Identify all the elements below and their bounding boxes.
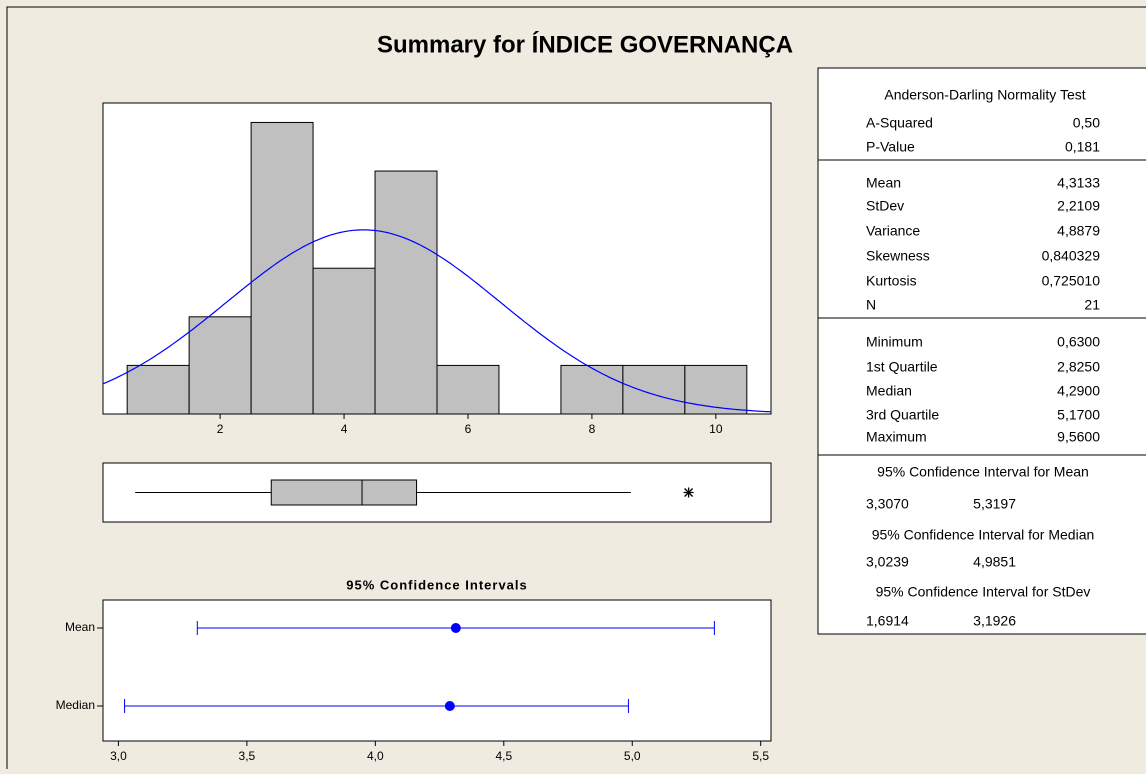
stat-label: Kurtosis xyxy=(866,273,917,289)
stat-label: 1st Quartile xyxy=(866,359,938,375)
x-tick-label: 2 xyxy=(217,422,224,436)
x-tick-label: 4,0 xyxy=(367,749,384,763)
histogram-bar xyxy=(560,364,624,415)
section-header: 95% Confidence Interval for Mean xyxy=(877,464,1089,480)
x-tick-label: 5,0 xyxy=(624,749,641,763)
stat-label: Median xyxy=(866,383,912,399)
stat-label: StDev xyxy=(866,198,904,214)
stat-value: 0,181 xyxy=(1065,139,1100,155)
stat-value: 2,8250 xyxy=(1057,359,1100,375)
ci-high: 3,1926 xyxy=(973,613,1016,629)
stats-table xyxy=(817,67,1146,635)
outlier xyxy=(683,487,694,498)
stat-label: Variance xyxy=(866,223,920,239)
x-tick-label: 8 xyxy=(589,422,596,436)
stat-label: Maximum xyxy=(866,429,927,445)
histogram-bar xyxy=(312,267,376,415)
histogram-bar xyxy=(684,364,748,415)
histogram-bar xyxy=(622,364,686,415)
stat-value: 9,5600 xyxy=(1057,429,1100,445)
interval-plot xyxy=(102,599,772,742)
estimate xyxy=(450,623,461,633)
x-tick-label: 3,5 xyxy=(239,749,256,763)
stat-value: 5,1700 xyxy=(1057,407,1100,423)
section-header: 95% Confidence Interval for Median xyxy=(872,527,1095,543)
stat-label: N xyxy=(866,297,876,313)
x-tick-label: 6 xyxy=(465,422,472,436)
stat-value: 0,725010 xyxy=(1042,273,1101,289)
interval-title: 95% Confidence Intervals xyxy=(346,577,528,592)
x-tick-label: 10 xyxy=(709,422,723,436)
stat-label: Mean xyxy=(866,175,901,191)
box xyxy=(270,479,418,506)
x-tick-label: 3,0 xyxy=(110,749,127,763)
stat-label: Minimum xyxy=(866,334,923,350)
stat-label: 3rd Quartile xyxy=(866,407,939,423)
ci-high: 4,9851 xyxy=(973,554,1016,570)
section-header: Anderson-Darling Normality Test xyxy=(884,87,1085,103)
y-tick-label: Median xyxy=(56,698,95,712)
stat-label: A-Squared xyxy=(866,115,933,131)
stat-value: 4,3133 xyxy=(1057,175,1100,191)
histogram-bar xyxy=(374,170,438,415)
histogram-bar xyxy=(126,364,190,415)
x-tick-label: 4 xyxy=(341,422,348,436)
stat-value: 0,840329 xyxy=(1042,248,1101,264)
histogram-bar xyxy=(188,316,252,415)
stat-value: 0,50 xyxy=(1073,115,1100,131)
histogram-bar xyxy=(250,121,314,415)
ci-low: 3,3070 xyxy=(866,496,909,512)
stat-label: P-Value xyxy=(866,139,915,155)
estimate xyxy=(444,701,455,711)
x-tick-label: 5,5 xyxy=(752,749,769,763)
stat-value: 21 xyxy=(1084,297,1100,313)
stat-value: 4,8879 xyxy=(1057,223,1100,239)
ci-low: 3,0239 xyxy=(866,554,909,570)
y-tick-label: Mean xyxy=(65,620,95,634)
ci-low: 1,6914 xyxy=(866,613,909,629)
section-header: 95% Confidence Interval for StDev xyxy=(876,584,1091,600)
ci-high: 5,3197 xyxy=(973,496,1016,512)
stat-label: Skewness xyxy=(866,248,930,264)
x-tick-label: 4,5 xyxy=(495,749,512,763)
stat-value: 4,2900 xyxy=(1057,383,1100,399)
stat-value: 0,6300 xyxy=(1057,334,1100,350)
histogram-bar xyxy=(436,364,500,415)
stat-value: 2,2109 xyxy=(1057,198,1100,214)
normal-fit xyxy=(102,229,772,413)
title: Summary for ÍNDICE GOVERNANÇA xyxy=(377,30,793,58)
